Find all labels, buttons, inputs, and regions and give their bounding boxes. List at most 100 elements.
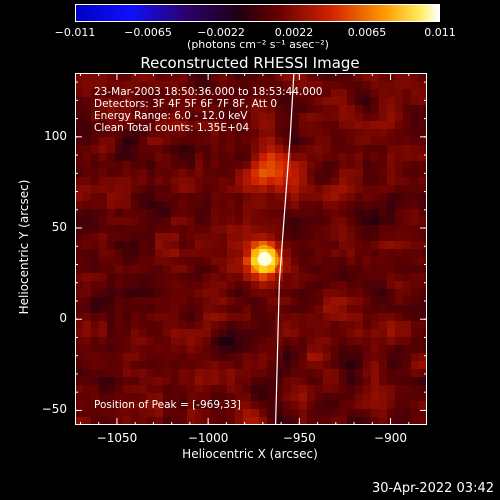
heatmap-cell [155, 241, 164, 250]
heatmap-cell [307, 305, 316, 314]
heatmap-cell [331, 361, 340, 370]
heatmap-cell [251, 401, 260, 410]
heatmap-cell [363, 393, 372, 402]
heatmap-cells [75, 73, 427, 425]
heatmap-cell [331, 385, 340, 394]
heatmap-cell [243, 209, 252, 218]
heatmap-cell [107, 257, 116, 266]
heatmap-cell [355, 393, 364, 402]
heatmap-cell [195, 113, 204, 122]
heatmap-cell [347, 361, 356, 370]
heatmap-cell [211, 177, 220, 186]
heatmap-cell [411, 313, 420, 322]
heatmap-cell [387, 217, 396, 226]
heatmap-cell [347, 89, 356, 98]
heatmap-cell [219, 273, 228, 282]
heatmap-cell [387, 185, 396, 194]
heatmap-cell [371, 417, 380, 425]
heatmap-cell [355, 145, 364, 154]
heatmap-cell [227, 225, 236, 234]
heatmap-cell [195, 105, 204, 114]
heatmap-cell [99, 177, 108, 186]
heatmap-cell [235, 281, 244, 290]
heatmap-cell [403, 185, 412, 194]
heatmap-cell [339, 129, 348, 138]
heatmap-cell [259, 409, 268, 418]
heatmap-cell [307, 137, 316, 146]
heatmap-cell [147, 353, 156, 362]
heatmap-cell [371, 225, 380, 234]
heatmap-cell [227, 209, 236, 218]
heatmap-cell [139, 377, 148, 386]
heatmap-cell [299, 137, 308, 146]
heatmap-cell [363, 345, 372, 354]
heatmap-cell [419, 113, 427, 122]
heatmap-cell [339, 209, 348, 218]
heatmap-cell [419, 417, 427, 425]
heatmap-cell [187, 321, 196, 330]
heatmap-cell [267, 209, 276, 218]
heatmap-cell [371, 345, 380, 354]
heatmap-cell [339, 137, 348, 146]
heatmap-cell [227, 345, 236, 354]
heatmap-cell [283, 353, 292, 362]
heatmap-cell [307, 113, 316, 122]
heatmap-cell [243, 393, 252, 402]
heatmap-cell [331, 193, 340, 202]
heatmap-cell [211, 209, 220, 218]
heatmap-cell [307, 105, 316, 114]
heatmap-cell [203, 273, 212, 282]
heatmap-cell [243, 129, 252, 138]
heatmap-cell [259, 193, 268, 202]
heatmap-cell [331, 329, 340, 338]
heatmap-cell [251, 113, 260, 122]
heatmap-cell [419, 249, 427, 258]
heatmap-cell [155, 321, 164, 330]
heatmap-cell [355, 233, 364, 242]
heatmap-cell [75, 393, 84, 402]
heatmap-cell [291, 321, 300, 330]
heatmap-cell [155, 201, 164, 210]
heatmap-cell [163, 145, 172, 154]
heatmap-cell [131, 361, 140, 370]
heatmap-cell [379, 145, 388, 154]
heatmap-cell [395, 417, 404, 425]
heatmap-cell [219, 385, 228, 394]
heatmap-cell [91, 321, 100, 330]
heatmap-cell [179, 361, 188, 370]
heatmap-cell [259, 201, 268, 210]
heatmap-cell [339, 417, 348, 425]
heatmap-cell [355, 329, 364, 338]
heatmap-cell [251, 225, 260, 234]
heatmap-cell [331, 185, 340, 194]
heatmap-cell [275, 73, 284, 82]
heatmap-cell [315, 329, 324, 338]
heatmap-cell [267, 161, 276, 170]
heatmap-cell [155, 409, 164, 418]
heatmap-cell [171, 201, 180, 210]
heatmap-cell [387, 361, 396, 370]
heatmap-cell [379, 241, 388, 250]
heatmap-cell [299, 345, 308, 354]
heatmap-cell [395, 129, 404, 138]
heatmap-cell [259, 129, 268, 138]
heatmap-cell [379, 401, 388, 410]
heatmap-cell [387, 73, 396, 82]
heatmap-cell [83, 113, 92, 122]
heatmap-cell [259, 305, 268, 314]
heatmap-cell [387, 161, 396, 170]
heatmap-cell [123, 89, 132, 98]
heatmap-cell [387, 337, 396, 346]
heatmap-cell [235, 73, 244, 82]
heatmap-cell [275, 337, 284, 346]
heatmap-cell [395, 177, 404, 186]
heatmap-cell [355, 169, 364, 178]
heatmap-cell [347, 265, 356, 274]
heatmap-cell [259, 225, 268, 234]
heatmap-cell [211, 329, 220, 338]
heatmap-cell [75, 169, 84, 178]
heatmap-cell [331, 249, 340, 258]
heatmap-cell [179, 113, 188, 122]
heatmap-cell [83, 273, 92, 282]
heatmap-cell [235, 265, 244, 274]
